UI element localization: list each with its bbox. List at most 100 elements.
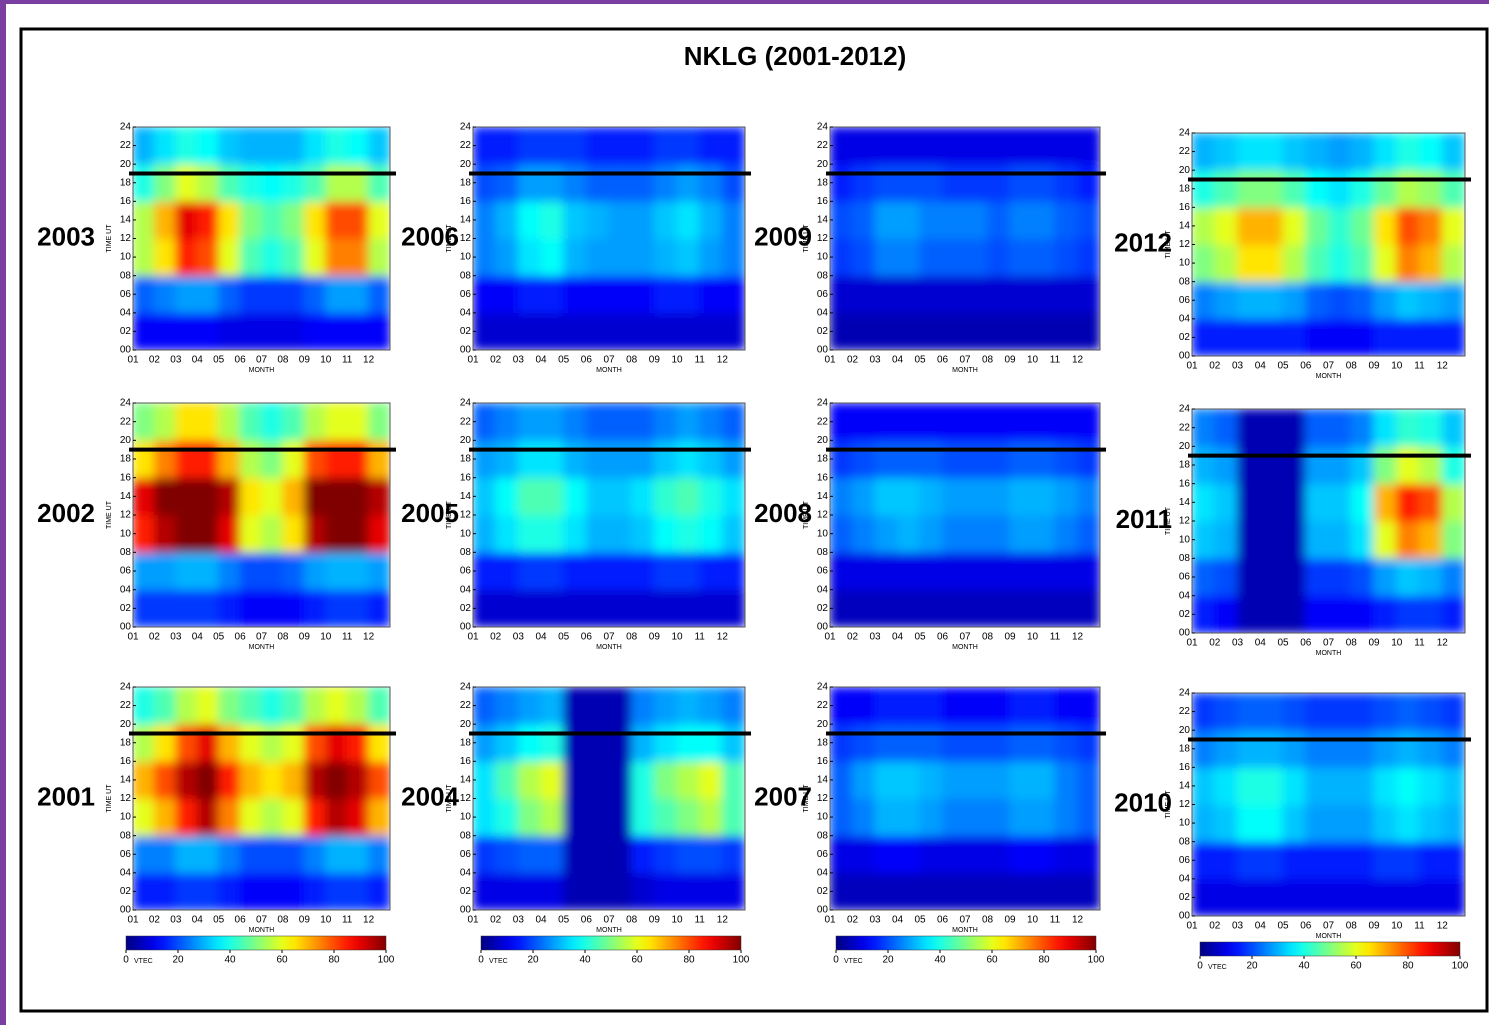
heatmap-cell — [699, 872, 723, 910]
heatmap-cell — [1054, 275, 1078, 314]
heatmap-cell — [1054, 439, 1078, 479]
heatmap-cell — [897, 872, 921, 910]
y-tick-label: 10 — [120, 528, 132, 539]
y-tick-label: 16 — [817, 472, 829, 483]
heatmap-cell — [495, 200, 519, 239]
x-tick-label: 09 — [649, 915, 661, 926]
heatmap — [473, 403, 745, 627]
x-tick-label: 05 — [1277, 638, 1289, 649]
heatmap-cell — [721, 312, 745, 350]
heatmap-cell — [1328, 693, 1352, 731]
heatmap-cell — [874, 200, 898, 239]
y-tick-label: 14 — [1179, 221, 1191, 232]
heatmap-cell — [282, 514, 305, 553]
heatmap-cell — [218, 872, 241, 910]
heatmap-cell — [473, 687, 497, 725]
heatmap-inner — [473, 127, 745, 350]
heatmap-cell — [1237, 281, 1261, 320]
heatmap-cell — [1441, 445, 1465, 485]
x-tick-label: 11 — [1414, 361, 1425, 372]
heatmap-cell — [1054, 687, 1078, 725]
heatmap-cell — [676, 835, 701, 874]
heatmap-cell — [1350, 445, 1375, 485]
heatmap-cell — [1305, 206, 1329, 245]
heatmap-cell — [303, 238, 327, 277]
heatmap-cell — [964, 872, 988, 910]
y-tick-label: 16 — [817, 196, 829, 207]
x-axis-label: MONTH — [249, 367, 275, 374]
heatmap-cell — [517, 551, 542, 591]
y-tick-label: 10 — [460, 252, 472, 263]
y-tick-label: 02 — [817, 886, 829, 897]
heatmap-cell — [653, 127, 678, 165]
heatmap-cell — [1282, 729, 1307, 768]
heatmap-cell — [919, 798, 943, 837]
heatmap-cell — [1328, 595, 1352, 633]
heatmap-cell — [830, 798, 853, 837]
heatmap-cell — [1419, 841, 1443, 880]
colorbar-tick-label: 100 — [1452, 961, 1469, 972]
heatmap-cell — [239, 687, 262, 725]
heatmap-cell — [1282, 878, 1307, 916]
heatmap-cell — [218, 723, 241, 762]
heatmap-cell — [1441, 557, 1465, 597]
heatmap-cell — [133, 312, 155, 350]
heatmap-cell — [563, 127, 587, 165]
heatmap-cell — [919, 439, 943, 479]
x-tick-label: 08 — [1346, 638, 1358, 649]
y-tick-label: 20 — [120, 435, 132, 446]
heatmap-cell — [676, 439, 701, 479]
colorbar-tick-label: 0 — [123, 955, 129, 966]
heatmap-cell — [368, 687, 390, 725]
x-tick-label: 04 — [535, 355, 547, 366]
x-tick-label: 04 — [535, 915, 547, 926]
heatmap-cell — [325, 403, 348, 441]
heatmap-cell — [239, 551, 262, 591]
heatmap-cell — [1396, 804, 1420, 843]
heatmap-cell — [495, 872, 519, 910]
heatmap-cell — [196, 723, 220, 762]
x-tick-label: 04 — [192, 915, 204, 926]
heatmap-cell — [987, 127, 1011, 165]
heatmap-cell — [585, 238, 610, 277]
heatmap-cell — [1305, 841, 1329, 880]
heatmap-cell — [830, 238, 853, 277]
x-tick-label: 11 — [342, 632, 353, 643]
heatmap-cell — [1305, 483, 1329, 522]
x-tick-label: 08 — [277, 355, 289, 366]
x-tick-label: 02 — [1209, 638, 1221, 649]
heatmap-cell — [874, 872, 898, 910]
heatmap-cell — [261, 872, 284, 910]
y-tick-label: 20 — [1179, 725, 1191, 736]
heatmap-cell — [942, 798, 966, 837]
heatmap-cell — [1032, 687, 1056, 725]
heatmap-cell — [987, 200, 1011, 239]
heatmap-cell — [631, 403, 655, 441]
y-tick-label: 22 — [817, 140, 829, 151]
x-tick-label: 09 — [1368, 361, 1380, 372]
y-axis-label: TIME UT — [803, 784, 810, 813]
x-tick-label: 03 — [513, 355, 525, 366]
heatmap-inner — [1192, 409, 1465, 633]
heatmap-cell — [1077, 760, 1100, 799]
heatmap-cell — [1077, 872, 1100, 910]
y-tick-label: 20 — [1179, 441, 1191, 452]
heatmap-cell — [919, 403, 943, 441]
heatmap-cell — [1305, 693, 1329, 731]
y-tick-label: 12 — [1179, 516, 1191, 527]
heatmap-cell — [1237, 409, 1261, 447]
heatmap-cell — [325, 163, 348, 202]
heatmap-cell — [1282, 318, 1307, 356]
heatmap-cell — [1032, 872, 1056, 910]
y-tick-label: 12 — [1179, 799, 1191, 810]
heatmap-cell — [919, 238, 943, 277]
y-tick-label: 06 — [1179, 855, 1191, 866]
heatmap-cell — [1214, 244, 1238, 283]
heatmap-cell — [303, 275, 327, 314]
heatmap-cell — [1054, 127, 1078, 165]
heatmap-cell — [676, 477, 701, 516]
heatmap-cell — [303, 477, 327, 516]
heatmap-cell — [653, 163, 678, 202]
heatmap-cell — [1032, 275, 1056, 314]
heatmap-cell — [196, 477, 220, 516]
